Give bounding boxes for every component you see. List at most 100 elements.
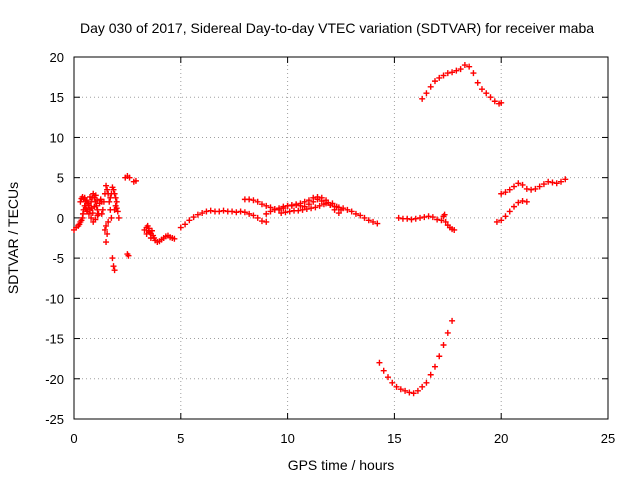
data-point-plus bbox=[444, 70, 451, 77]
data-point-plus bbox=[91, 203, 98, 210]
data-point-plus bbox=[258, 201, 265, 208]
data-point-plus bbox=[536, 183, 543, 190]
plot-frame bbox=[73, 56, 609, 420]
data-point-plus bbox=[108, 214, 115, 221]
data-point-plus bbox=[427, 83, 434, 90]
data-point-plus bbox=[320, 201, 327, 208]
data-point-plus bbox=[393, 383, 400, 390]
data-point-plus bbox=[271, 206, 278, 213]
series-early-scatter-b bbox=[98, 182, 122, 274]
data-point-plus bbox=[278, 210, 285, 217]
data-point-plus bbox=[94, 212, 101, 219]
data-point-plus bbox=[440, 72, 447, 79]
data-point-plus bbox=[233, 209, 240, 216]
data-point-plus bbox=[98, 210, 105, 217]
data-point-plus bbox=[425, 213, 432, 220]
data-point-plus bbox=[434, 216, 441, 223]
data-point-plus bbox=[286, 208, 293, 215]
data-point-plus bbox=[348, 208, 355, 215]
data-point-plus bbox=[361, 214, 368, 221]
data-point-plus bbox=[186, 217, 193, 224]
data-point-plus bbox=[110, 186, 117, 193]
data-point-plus bbox=[177, 224, 184, 231]
data-point-plus bbox=[114, 208, 121, 215]
grid-lines bbox=[74, 57, 608, 419]
data-point-plus bbox=[111, 267, 118, 274]
data-point-plus bbox=[263, 202, 270, 209]
data-point-plus bbox=[412, 215, 419, 222]
data-point-plus bbox=[519, 197, 526, 204]
data-point-plus bbox=[410, 390, 417, 397]
data-point-plus bbox=[440, 341, 447, 348]
data-point-plus bbox=[104, 186, 111, 193]
data-point-plus bbox=[402, 387, 409, 394]
data-point-plus bbox=[250, 212, 257, 219]
data-point-plus bbox=[395, 214, 402, 221]
data-point-plus bbox=[216, 208, 223, 215]
y-tick-label: 0 bbox=[57, 211, 64, 226]
data-point-plus bbox=[352, 210, 359, 217]
series-arc-16-20-high bbox=[419, 62, 505, 107]
data-point-plus bbox=[194, 211, 201, 218]
data-point-plus bbox=[357, 212, 364, 219]
data-point-plus bbox=[263, 210, 270, 217]
tick-labels: 0 5 10 15 20 25 -25 -20 -15 -10 -5 0 5 10 15 20 bbox=[45, 50, 615, 446]
series-arc-8-14 bbox=[241, 196, 381, 227]
data-point-plus bbox=[444, 329, 451, 336]
data-point-plus bbox=[325, 199, 332, 206]
data-point-plus bbox=[94, 206, 101, 213]
data-point-plus bbox=[370, 218, 377, 225]
data-point-plus bbox=[103, 182, 110, 189]
data-point-plus bbox=[515, 180, 522, 187]
data-point-plus bbox=[246, 196, 253, 203]
data-point-plus bbox=[207, 207, 214, 214]
series-arc-14-18-deep bbox=[376, 317, 456, 397]
data-point-plus bbox=[282, 209, 289, 216]
data-point-plus bbox=[376, 359, 383, 366]
data-point-plus bbox=[299, 206, 306, 213]
data-point-plus bbox=[308, 205, 315, 212]
data-point-plus bbox=[84, 208, 91, 215]
y-tick-label: -5 bbox=[52, 251, 64, 266]
series-arc-15-18-flat bbox=[395, 211, 458, 233]
data-point-plus bbox=[498, 190, 505, 197]
data-point-plus bbox=[88, 214, 95, 221]
data-point-plus bbox=[506, 186, 513, 193]
data-point-plus bbox=[111, 190, 118, 197]
data-point-plus bbox=[318, 194, 325, 201]
series-early-scatter-a bbox=[71, 190, 105, 233]
data-point-plus bbox=[374, 220, 381, 227]
data-point-plus bbox=[493, 218, 500, 225]
data-point-plus bbox=[182, 221, 189, 228]
data-point-plus bbox=[453, 67, 460, 74]
x-tick-label: 25 bbox=[601, 431, 615, 446]
series-arc-10-12 bbox=[278, 199, 344, 217]
y-tick-label: 20 bbox=[50, 50, 64, 65]
data-point-plus bbox=[519, 181, 526, 188]
data-point-plus bbox=[417, 214, 424, 221]
data-point-plus bbox=[103, 222, 110, 229]
data-point-plus bbox=[105, 218, 112, 225]
data-point-plus bbox=[241, 209, 248, 216]
data-point-plus bbox=[408, 216, 415, 223]
data-point-plus bbox=[451, 226, 458, 233]
data-point-plus bbox=[335, 210, 342, 217]
data-point-plus bbox=[553, 180, 560, 187]
data-point-plus bbox=[267, 208, 274, 215]
data-point-plus bbox=[115, 214, 122, 221]
data-point-plus bbox=[498, 99, 505, 106]
data-point-plus bbox=[436, 353, 443, 360]
y-tick-label: -10 bbox=[45, 291, 64, 306]
data-point-plus bbox=[258, 218, 265, 225]
y-tick-label: 10 bbox=[50, 130, 64, 145]
data-point-plus bbox=[329, 200, 336, 207]
data-point-plus bbox=[338, 206, 344, 213]
data-point-plus bbox=[132, 177, 139, 184]
data-point-plus bbox=[431, 78, 438, 85]
data-point-plus bbox=[89, 210, 96, 217]
data-point-plus bbox=[220, 207, 227, 214]
data-point-plus bbox=[229, 208, 236, 215]
data-point-plus bbox=[82, 205, 89, 212]
data-point-plus bbox=[532, 185, 539, 192]
data-point-plus bbox=[112, 194, 119, 201]
